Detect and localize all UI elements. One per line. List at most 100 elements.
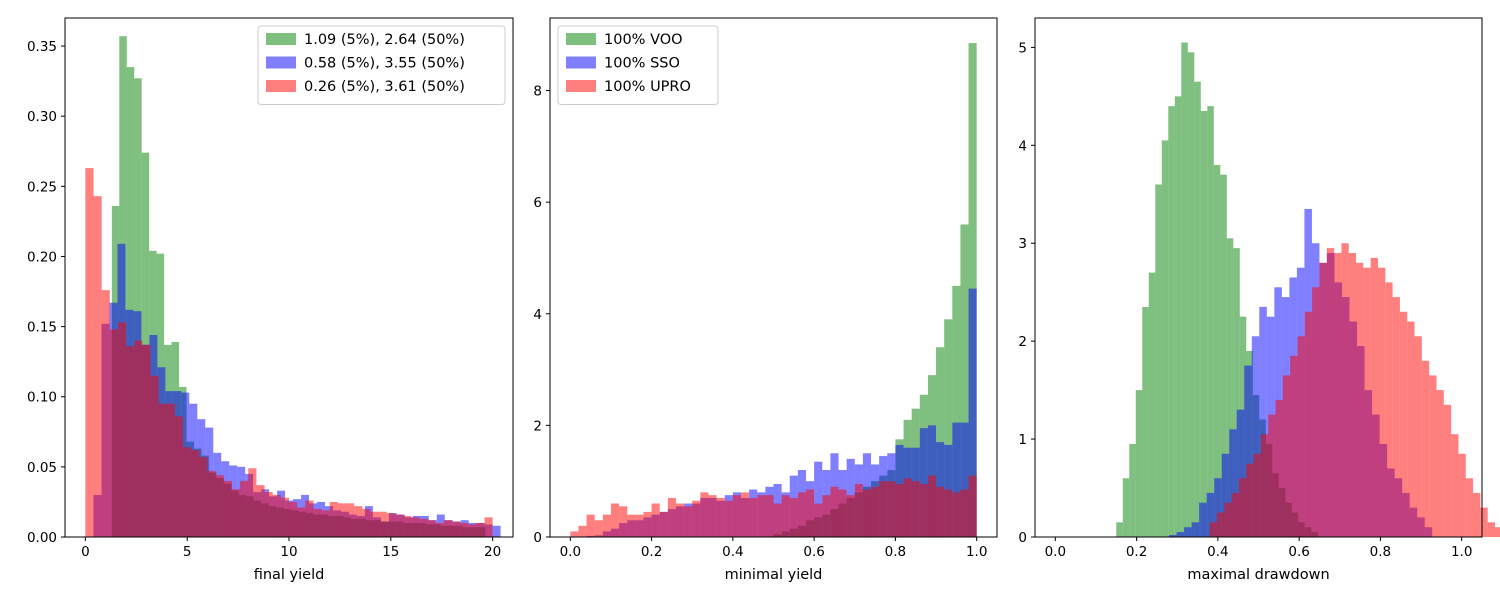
- histogram-bar-green: [1148, 272, 1156, 537]
- histogram-bar-red: [297, 507, 306, 537]
- histogram-bar-red: [386, 513, 395, 537]
- histogram-bar-red: [1385, 282, 1393, 537]
- histogram-bar-red: [708, 495, 717, 537]
- histogram-bar-red: [822, 495, 831, 537]
- ticks-maximal-drawdown: 0.0 0.2 0.4 0.6 0.8 1.0 0 1 2 3 4 5: [1018, 40, 1472, 560]
- y-tick-label: 0.05: [27, 460, 57, 476]
- histogram-bar-red: [1217, 512, 1225, 537]
- histogram-bar-green: [1122, 478, 1130, 537]
- histogram-bar-red: [895, 483, 904, 537]
- legend-swatch: [566, 33, 596, 45]
- histogram-bar-blue: [960, 422, 969, 537]
- histogram-bar-red: [362, 508, 371, 537]
- histogram-bar-red: [142, 344, 151, 537]
- histogram-bar-red: [570, 531, 579, 537]
- histogram-bar-red: [1407, 321, 1415, 537]
- histogram-bar-red: [1392, 297, 1400, 537]
- histogram-bar-red: [903, 478, 912, 537]
- histogram-bar-red: [215, 475, 224, 537]
- histogram-bar-red: [427, 520, 436, 537]
- y-tick-label: 0.00: [27, 530, 57, 546]
- x-tick-label: 1.0: [1451, 544, 1472, 560]
- x-tick-label: 0.8: [885, 544, 906, 560]
- histogram-bar-red: [411, 517, 420, 537]
- x-tick-label: 0.8: [1370, 544, 1391, 560]
- histogram-bar-green: [134, 78, 142, 537]
- histogram-bar-red: [911, 481, 920, 537]
- y-tick-label: 3: [1018, 236, 1027, 252]
- histogram-bar-red: [223, 480, 232, 537]
- x-tick-label: 15: [382, 544, 399, 560]
- y-tick-label: 5: [1018, 40, 1027, 56]
- histogram-bar-red: [944, 489, 953, 537]
- y-tick-label: 0.15: [27, 320, 57, 336]
- histogram-bar-red: [1341, 243, 1349, 538]
- histogram-bar-red: [166, 403, 175, 537]
- histogram-bar-red: [264, 492, 273, 537]
- x-tick-label: 0.6: [1288, 544, 1309, 560]
- histogram-bar-red: [272, 494, 281, 537]
- histogram-bar-red: [484, 517, 493, 537]
- histogram-bar-blue: [1259, 306, 1267, 537]
- histogram-bar-red: [321, 510, 330, 537]
- histogram-bar-green: [1135, 390, 1143, 537]
- histogram-bar-red: [627, 514, 636, 537]
- histogram-bar-red: [952, 492, 961, 537]
- histogram-bar-red: [1312, 287, 1320, 537]
- histogram-bar-red: [765, 495, 774, 537]
- legend-minimal-yield: 100% VOO 100% SSO 100% UPRO: [557, 25, 719, 105]
- histogram-bar-red: [675, 503, 685, 537]
- histogram-bar-red: [749, 497, 758, 537]
- legend-entry: 0.26 (5%), 3.61 (50%): [266, 79, 465, 95]
- histogram-bar-red: [960, 489, 969, 537]
- histogram-bar-green: [960, 224, 969, 538]
- histogram-bar-blue: [1169, 535, 1177, 537]
- histogram-bar-green: [1200, 111, 1208, 537]
- histogram-bar-red: [854, 483, 863, 537]
- histogram-bar-red: [1304, 311, 1313, 537]
- legend-label: 0.58 (5%), 3.55 (50%): [304, 56, 465, 72]
- histogram-bar-red: [1443, 404, 1452, 537]
- histogram-bar-blue: [1191, 522, 1200, 537]
- histogram-bar-red: [419, 518, 428, 537]
- legend-swatch: [266, 56, 296, 69]
- histogram-bar-green: [1116, 522, 1123, 537]
- histogram-bar-red: [183, 447, 192, 537]
- histogram-bar-red: [199, 457, 208, 537]
- histogram-bar-red: [610, 503, 620, 537]
- histogram-bar-red: [635, 514, 644, 537]
- legend-label: 100% UPRO: [604, 79, 691, 95]
- histogram-bar-red: [846, 495, 855, 537]
- histogram-bar-red: [280, 497, 289, 537]
- histogram-bar-red: [1421, 360, 1430, 537]
- x-tick-label: 0.0: [1045, 544, 1066, 560]
- legend-entry: 0.58 (5%), 3.55 (50%): [266, 56, 465, 72]
- histogram-bar-blue: [1206, 492, 1215, 537]
- legend-entry: 100% SSO: [566, 56, 680, 72]
- histogram-bar-blue: [968, 288, 977, 537]
- histogram-bar-blue: [492, 525, 501, 537]
- histogram-bar-green: [1207, 106, 1214, 537]
- histogram-bar-red: [134, 340, 143, 537]
- x-tick-label: 1.0: [966, 544, 987, 560]
- x-axis-label-maximal-drawdown: maximal drawdown: [1187, 567, 1329, 583]
- legend-swatch: [266, 80, 296, 92]
- histogram-bar-red: [403, 515, 412, 537]
- ticks-final-yield: 0 5 10 15 20 0.00 0.05 0.10 0.15 0.20 0.25 0.30 0.35: [27, 39, 501, 560]
- legend-entry: 1.09 (5%), 2.64 (50%): [266, 32, 465, 48]
- legend-label: 0.26 (5%), 3.61 (50%): [304, 79, 465, 95]
- y-tick-label: 6: [533, 195, 542, 211]
- x-tick-label: 0.6: [803, 544, 824, 560]
- histogram-bar-red: [93, 196, 102, 537]
- legend-box: [557, 25, 719, 105]
- histogram-bars-final-yield: [85, 36, 501, 538]
- histogram-bar-red: [85, 168, 94, 537]
- legend-swatch: [566, 80, 596, 92]
- histogram-bar-red: [578, 525, 587, 537]
- histogram-bar-red: [460, 522, 469, 537]
- histogram-bars-maximal-drawdown: [1116, 42, 1500, 538]
- histogram-bar-red: [1260, 434, 1269, 537]
- histogram-bar-blue: [1251, 336, 1260, 537]
- x-tick-label: 0.2: [1126, 544, 1147, 560]
- histogram-bar-red: [838, 489, 847, 537]
